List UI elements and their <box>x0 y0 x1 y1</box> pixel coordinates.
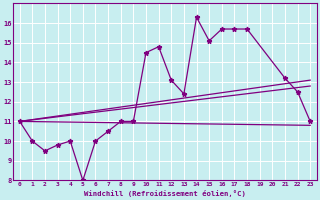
X-axis label: Windchill (Refroidissement éolien,°C): Windchill (Refroidissement éolien,°C) <box>84 190 246 197</box>
